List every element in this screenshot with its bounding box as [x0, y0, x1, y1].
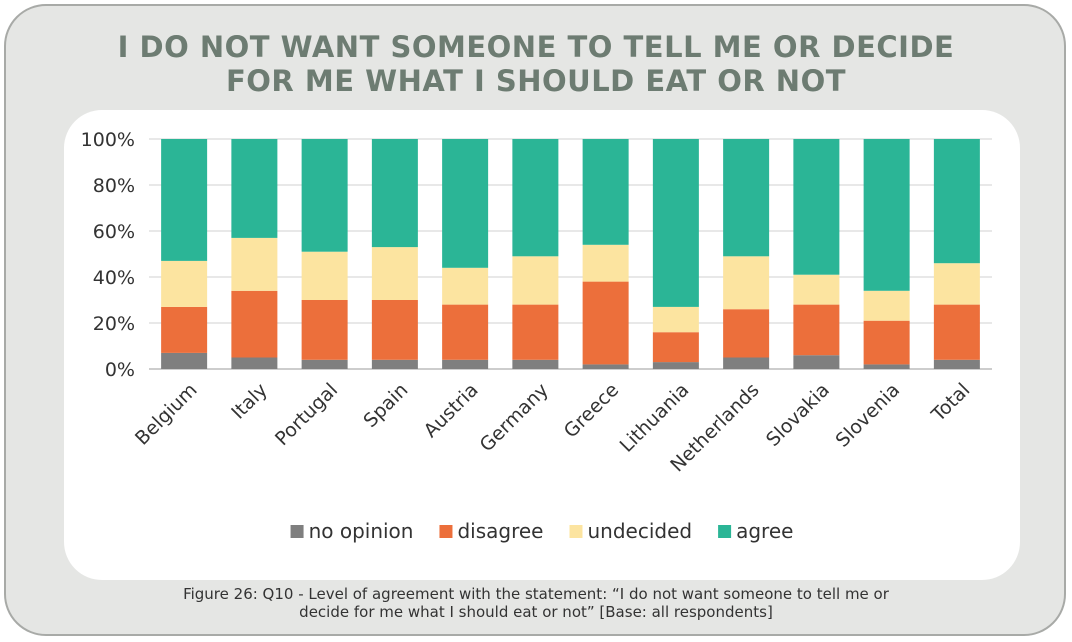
bar-segment-no-opinion	[723, 357, 770, 369]
category-label: Slovakia	[762, 379, 834, 451]
bar-segment-disagree	[161, 306, 208, 353]
bar-segment-disagree	[793, 304, 840, 356]
chart-title-line-2: FOR ME WHAT I SHOULD EAT OR NOT	[225, 64, 847, 98]
bar-segment-no-opinion	[793, 355, 840, 369]
stacked-bar-chart: 0% 20% 40% 60% 80% 100% Belgium Italy Portugal Sp…	[81, 129, 992, 543]
category-label: Austria	[420, 379, 483, 442]
bar-segment-disagree	[863, 320, 910, 365]
chart-title: I DO NOT WANT SOMEONE TO TELL ME OR DECI…	[0, 30, 1072, 98]
bar-segment-no-opinion	[301, 359, 348, 369]
figure-caption: Figure 26: Q10 - Level of agreement with…	[0, 585, 1072, 621]
bar-segment-no-opinion	[231, 357, 278, 369]
bar-segment-agree	[301, 139, 348, 252]
legend: no opinion disagree undecided agree	[290, 519, 793, 543]
category-label: Slovenia	[831, 379, 904, 452]
bar-segment-undecided	[231, 237, 278, 291]
y-tick-label: 0%	[105, 359, 135, 381]
chart-title-line-1: I DO NOT WANT SOMEONE TO TELL ME OR DECI…	[117, 30, 955, 64]
y-tick-label: 40%	[93, 267, 135, 289]
bar-segment-undecided	[371, 247, 418, 300]
bar-segment-no-opinion	[512, 359, 559, 369]
chart-panel: 0% 20% 40% 60% 80% 100% Belgium Italy Portugal Sp…	[64, 110, 1020, 580]
y-tick-label: 100%	[81, 129, 135, 151]
legend-swatch	[718, 525, 732, 538]
bar-segment-undecided	[863, 290, 910, 321]
category-label: Total	[927, 379, 975, 427]
bar-stack-germany	[512, 139, 559, 369]
bar-segment-disagree	[442, 304, 489, 360]
category-label: Spain	[359, 379, 412, 432]
legend-label: no opinion	[309, 519, 414, 543]
legend-item: agree	[718, 519, 793, 543]
bar-segment-disagree	[652, 332, 699, 363]
legend-label: disagree	[457, 519, 543, 543]
bar-segment-agree	[442, 139, 489, 268]
bar-stack-lithuania	[652, 139, 699, 369]
category-label: Greece	[560, 379, 623, 442]
bar-segment-agree	[793, 139, 840, 275]
y-tick-label: 80%	[93, 175, 135, 197]
bar-segment-undecided	[442, 267, 489, 305]
bar-segment-disagree	[231, 290, 278, 358]
legend-item: no opinion	[290, 519, 414, 543]
bar-stack-austria	[442, 139, 489, 369]
bar-segment-agree	[933, 139, 980, 264]
legend-label: undecided	[587, 519, 692, 543]
figure-caption-line-1: Figure 26: Q10 - Level of agreement with…	[183, 585, 889, 603]
legend-item: disagree	[439, 519, 543, 543]
bar-segment-no-opinion	[161, 352, 208, 369]
bar-stack-spain	[371, 139, 418, 369]
category-label: Italy	[227, 379, 272, 424]
legend-swatch	[439, 525, 453, 538]
bar-segment-no-opinion	[442, 359, 489, 369]
legend-swatch	[569, 525, 583, 538]
bar-stack-netherlands	[723, 139, 770, 369]
bar-segment-undecided	[793, 274, 840, 305]
bar-segment-disagree	[371, 300, 418, 360]
bar-segment-disagree	[301, 300, 348, 360]
bar-segment-agree	[512, 139, 559, 257]
bar-segment-undecided	[512, 256, 559, 305]
bar-segment-no-opinion	[652, 362, 699, 369]
bar-segment-undecided	[933, 263, 980, 305]
bar-segment-no-opinion	[582, 364, 629, 369]
bar-stack-total	[933, 139, 980, 369]
bar-segment-agree	[582, 139, 629, 245]
bar-segment-agree	[371, 139, 418, 248]
bar-stack-slovenia	[863, 139, 910, 369]
bar-segment-agree	[161, 139, 208, 261]
bar-stack-belgium	[161, 139, 208, 369]
figure-caption-line-2: decide for me what I should eat or not” …	[299, 603, 773, 621]
bar-segment-agree	[863, 139, 910, 291]
bar-segment-agree	[652, 139, 699, 307]
bar-segment-no-opinion	[371, 359, 418, 369]
category-label: Portugal	[271, 379, 342, 450]
bar-segment-agree	[723, 139, 770, 257]
bar-segment-undecided	[161, 260, 208, 307]
bar-segment-no-opinion	[863, 364, 910, 369]
bar-stack-greece	[582, 139, 629, 369]
category-label: Germany	[476, 379, 553, 456]
bar-segment-disagree	[512, 304, 559, 360]
bar-stack-slovakia	[793, 139, 840, 369]
legend-label: agree	[736, 519, 793, 543]
y-tick-label: 60%	[93, 221, 135, 243]
legend-swatch	[290, 525, 304, 538]
y-tick-label: 20%	[93, 313, 135, 335]
bar-stack-portugal	[301, 139, 348, 369]
bar-segment-disagree	[723, 309, 770, 358]
category-label: Belgium	[131, 379, 202, 450]
bar-segment-no-opinion	[933, 359, 980, 369]
legend-item: undecided	[569, 519, 692, 543]
bar-segment-agree	[231, 139, 278, 238]
bar-segment-undecided	[301, 251, 348, 300]
bar-segment-undecided	[652, 306, 699, 333]
bar-stack-italy	[231, 139, 278, 369]
bar-segment-disagree	[933, 304, 980, 360]
bar-segment-undecided	[723, 256, 770, 310]
bar-segment-undecided	[582, 244, 629, 282]
bar-segment-disagree	[582, 281, 629, 365]
